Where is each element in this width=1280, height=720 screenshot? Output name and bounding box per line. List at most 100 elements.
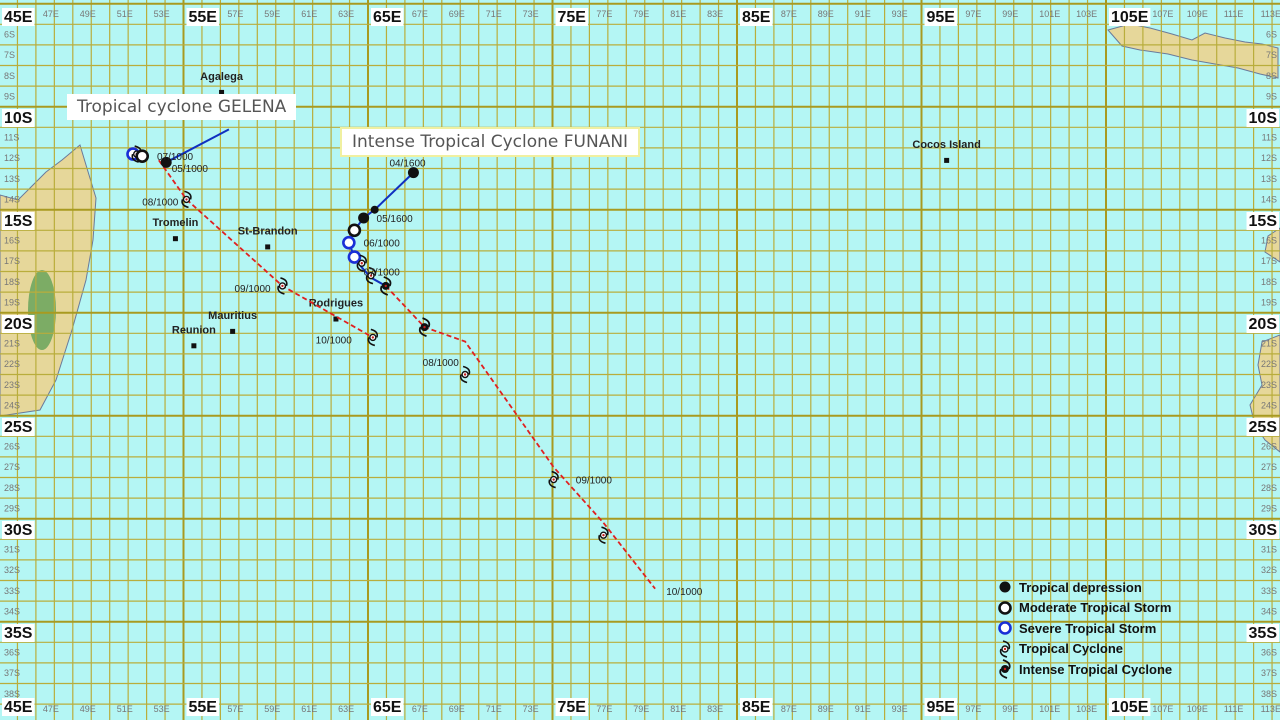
- longitude-label-bottom: 71E: [486, 704, 502, 714]
- longitude-label-top: 79E: [633, 9, 649, 19]
- legend-label: Tropical depression: [1019, 579, 1142, 595]
- latitude-label-left: 32S: [4, 565, 20, 575]
- longitude-label-top: 103E: [1076, 9, 1097, 19]
- tc-icon: [999, 639, 1011, 658]
- itc-icon: [999, 659, 1011, 680]
- longitude-label-bottom: 69E: [449, 704, 465, 714]
- latitude-label-left: 15S: [4, 213, 33, 230]
- label-background: [371, 698, 404, 716]
- latitude-label-right: 32S: [1261, 565, 1277, 575]
- place-marker: [172, 236, 178, 242]
- latitude-label-right: 15S: [1249, 213, 1278, 230]
- latitude-label-right: 8S: [1266, 71, 1277, 81]
- longitude-label-top: 65E: [373, 9, 402, 26]
- place-label: Rodrigues: [309, 298, 363, 310]
- place-marker: [333, 316, 339, 322]
- latitude-label-left: 10S: [4, 110, 33, 127]
- latitude-label-right: 19S: [1261, 297, 1277, 307]
- label-background: [2, 698, 35, 716]
- latitude-label-right: 9S: [1266, 91, 1277, 101]
- longitude-label-bottom: 51E: [117, 704, 133, 714]
- latitude-label-left: 6S: [4, 30, 15, 40]
- label-background: [740, 698, 773, 716]
- severe-tropical-storm-marker: [998, 621, 1012, 636]
- longitude-label-bottom: 105E: [1111, 699, 1149, 716]
- tropical-depression-marker: [999, 581, 1011, 593]
- forecast-track-line: [385, 285, 656, 590]
- label-background: [1246, 418, 1279, 436]
- longitude-label-top: 97E: [965, 9, 981, 19]
- longitude-label-top: 75E: [558, 9, 587, 26]
- legend-item-moderate: Moderate Tropical Storm: [995, 598, 1172, 619]
- label-background: [555, 698, 588, 716]
- label-background: [1109, 8, 1151, 26]
- latitude-label-right: 28S: [1261, 483, 1277, 493]
- latitude-label-left: 20S: [4, 316, 33, 333]
- longitude-label-top: 53E: [154, 9, 170, 19]
- longitude-label-bottom: 79E: [633, 704, 649, 714]
- place-label: Reunion: [172, 324, 216, 336]
- tropical-cyclone-icon: [999, 639, 1011, 658]
- funani-title: Intense Tropical Cyclone FUNANI: [340, 127, 641, 157]
- longitude-label-bottom: 77E: [596, 704, 612, 714]
- longitude-label-top: 91E: [855, 9, 871, 19]
- label-background: [740, 8, 773, 26]
- forecast-track-line: [158, 159, 374, 339]
- longitude-label-top: 107E: [1152, 9, 1173, 19]
- longitude-label-top: 101E: [1039, 9, 1060, 19]
- longitude-label-top: 81E: [670, 9, 686, 19]
- tropical-depression-marker: [407, 167, 419, 179]
- track-time-label: 04/1600: [389, 158, 426, 169]
- longitude-label-bottom: 97E: [965, 704, 981, 714]
- longitude-label-bottom: 95E: [927, 699, 956, 716]
- label-background: [1109, 698, 1151, 716]
- latitude-label-right: 38S: [1261, 689, 1277, 699]
- longitude-label-bottom: 99E: [1002, 704, 1018, 714]
- longitude-label-bottom: 49E: [80, 704, 96, 714]
- latitude-label-right: 11S: [1262, 133, 1277, 143]
- longitude-label-bottom: 103E: [1076, 704, 1097, 714]
- track-time-label: 10/1000: [316, 335, 353, 346]
- longitude-label-bottom: 57E: [227, 704, 243, 714]
- latitude-label-right: 20S: [1249, 316, 1278, 333]
- longitude-label-bottom: 111E: [1224, 704, 1244, 714]
- label-background: [924, 698, 957, 716]
- latitude-label-right: 31S: [1261, 545, 1277, 555]
- latitude-label-left: 28S: [4, 483, 20, 493]
- latitude-label-right: 22S: [1261, 359, 1277, 369]
- longitude-label-bottom: 47E: [43, 704, 59, 714]
- legend: Tropical depression Moderate Tropical Sto…: [995, 577, 1172, 680]
- longitude-label-top: 113E: [1261, 9, 1280, 19]
- longitude-label-top: 51E: [117, 9, 133, 19]
- latitude-label-left: 26S: [4, 442, 20, 452]
- intense-tropical-cyclone-icon: [999, 659, 1011, 680]
- moderate-tropical-storm-marker: [998, 600, 1012, 615]
- latitude-label-left: 30S: [4, 522, 33, 539]
- legend-label: Tropical Cyclone: [1019, 641, 1124, 657]
- latitude-label-right: 33S: [1261, 586, 1277, 596]
- gelena-title: Tropical cyclone GELENA: [67, 94, 297, 120]
- label-background: [2, 109, 35, 127]
- track-time-label: 09/1000: [576, 476, 613, 487]
- madagascar-highlands: [28, 270, 56, 350]
- latitude-label-left: 25S: [4, 419, 33, 436]
- latitude-label-left: 19S: [4, 297, 20, 307]
- longitude-label-top: 105E: [1111, 9, 1149, 26]
- latitude-label-left: 36S: [4, 648, 20, 658]
- latitude-label-left: 7S: [4, 50, 15, 60]
- latitude-label-right: 30S: [1249, 522, 1278, 539]
- label-background: [371, 8, 404, 26]
- latitude-label-right: 25S: [1249, 419, 1278, 436]
- place-label: Agalega: [200, 71, 244, 83]
- axis-labels: 45E 45E 55E 55E 65E 65E 75E 75E 85E 85E 95E 95E 105E…: [2, 8, 1280, 716]
- legend-label: Moderate Tropical Storm: [1019, 600, 1172, 616]
- severe-tropical-storm-marker: [347, 250, 362, 264]
- longitude-label-bottom: 85E: [742, 699, 771, 716]
- track-time-label: 06/1000: [364, 239, 401, 250]
- label-background: [924, 8, 957, 26]
- past-track-line: [165, 128, 230, 164]
- latitude-label-right: 36S: [1261, 648, 1277, 658]
- latitude-label-left: 33S: [4, 586, 20, 596]
- longitude-label-top: 77E: [596, 9, 612, 19]
